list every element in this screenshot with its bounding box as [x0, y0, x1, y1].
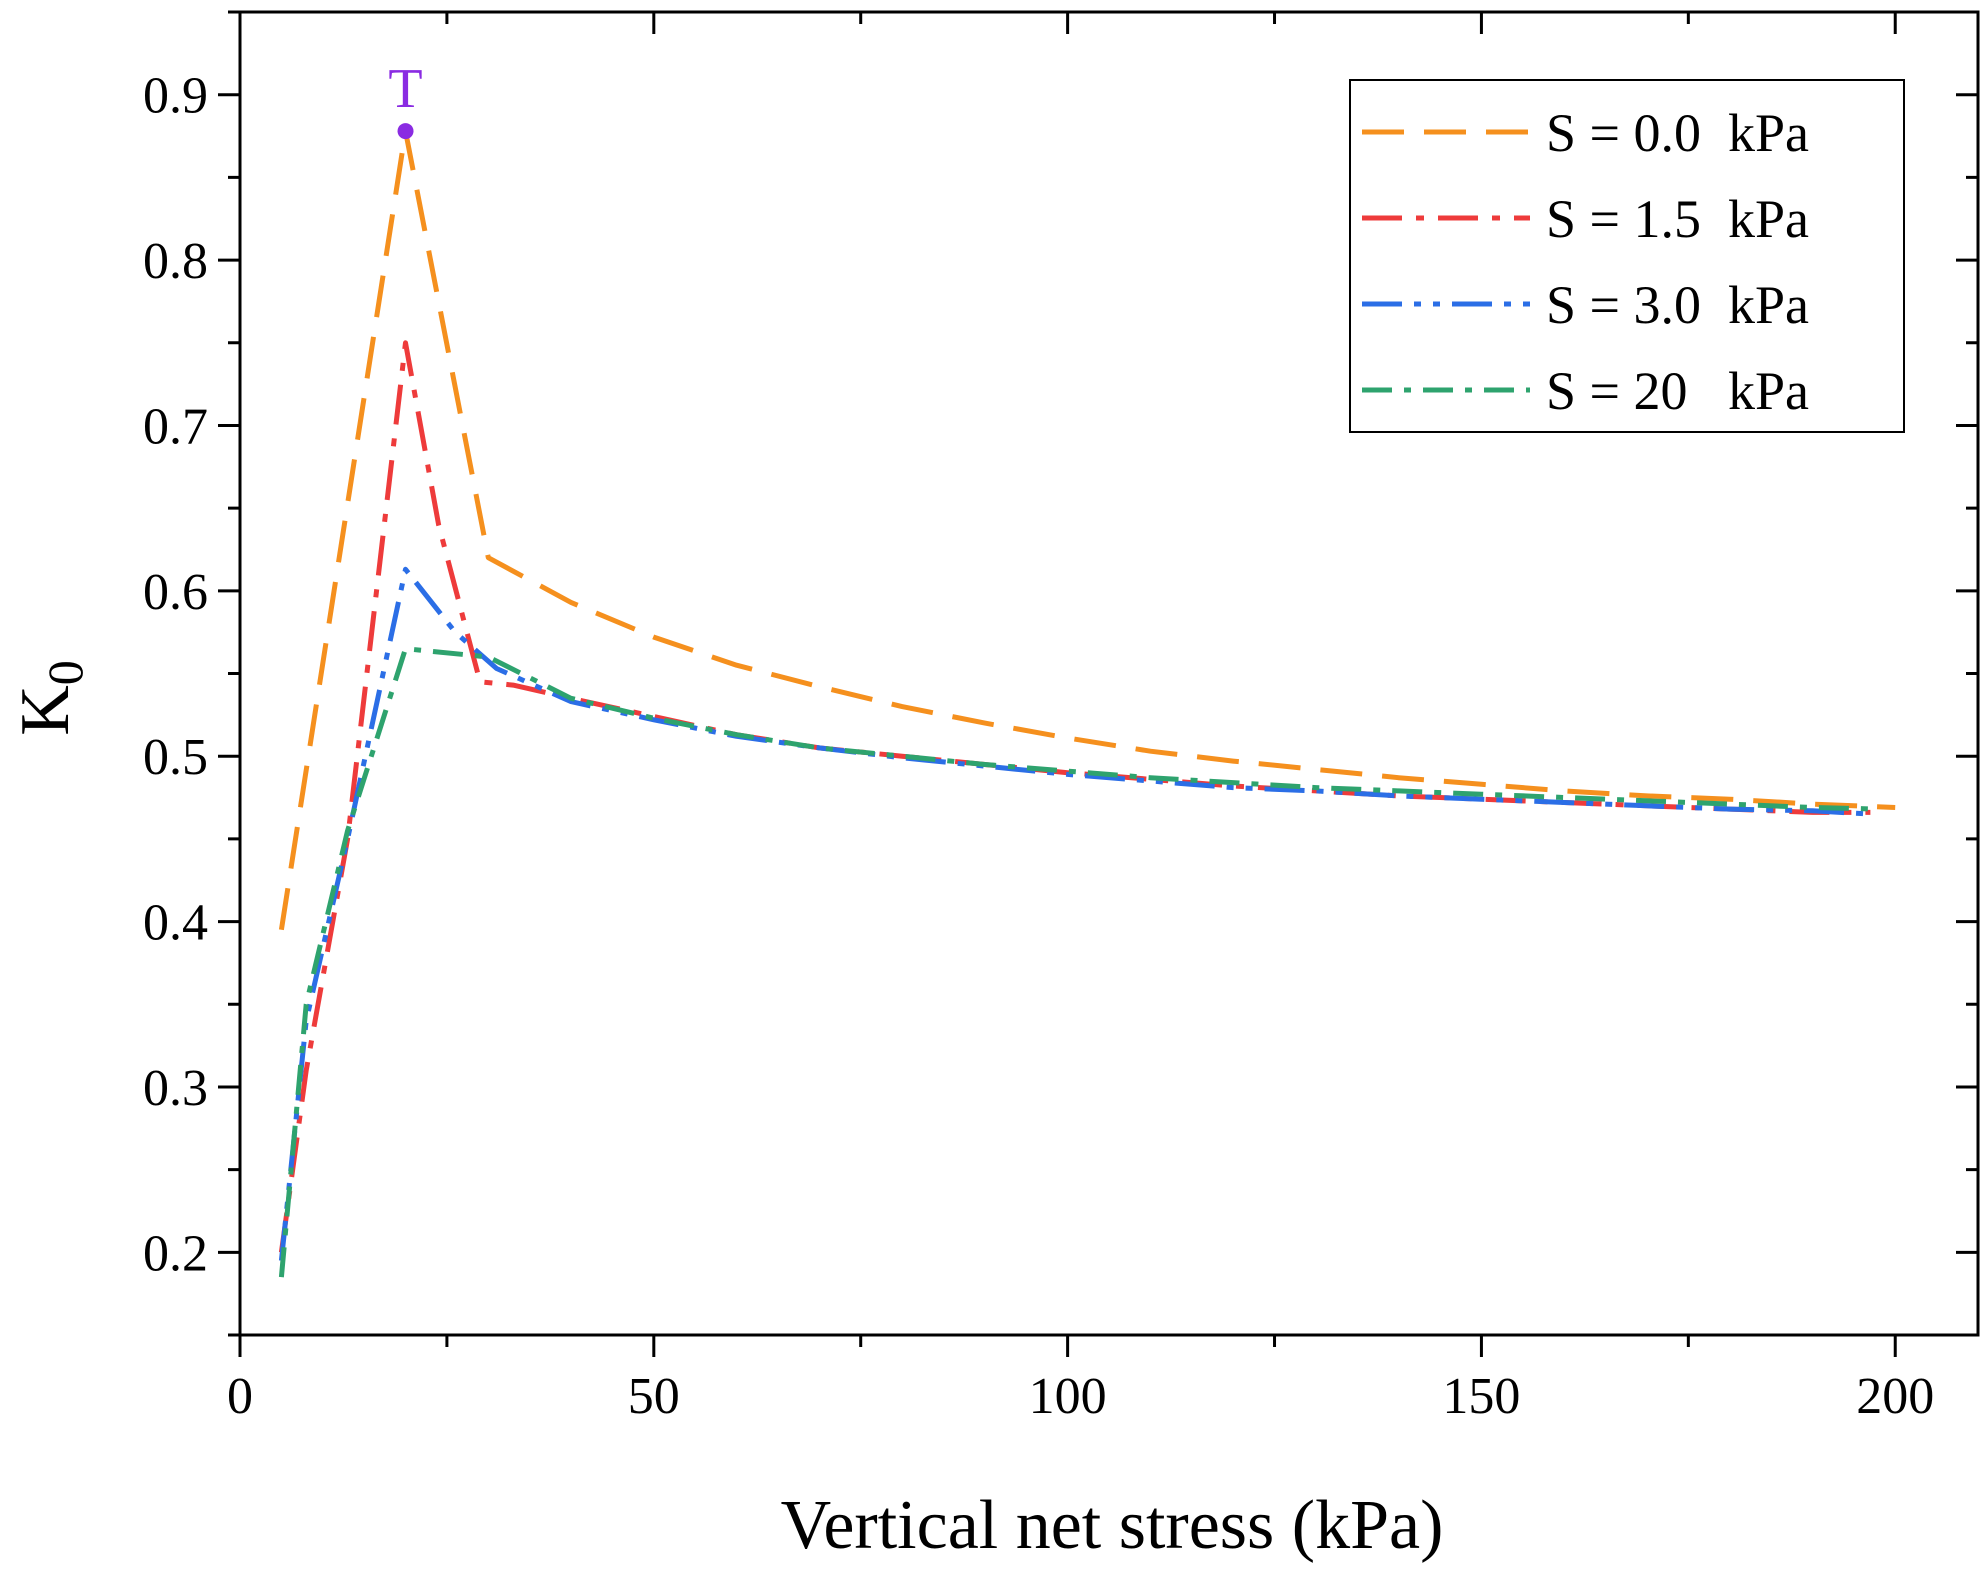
- y-axis-label: K0: [7, 660, 93, 736]
- legend-label-2: S = 1.5 kPa: [1546, 189, 1809, 249]
- y-tick-label: 0.9: [143, 68, 208, 125]
- x-tick-label: 150: [1442, 1368, 1520, 1425]
- legend-label-4: S = 20 kPa: [1546, 361, 1809, 421]
- legend-label-1: S = 0.0 kPa: [1546, 103, 1809, 163]
- series-line-3: [278, 566, 1871, 1261]
- axes: 0 50 100 150 200 0.2 0.3 0.4 0.5 0.6 0.7 0.8 0.9: [143, 10, 1980, 1425]
- series-line-4: [278, 646, 1879, 1278]
- series-line-2: [278, 340, 1871, 1253]
- series-group: [278, 128, 1896, 1278]
- x-tick-label: 200: [1856, 1368, 1934, 1425]
- x-tick-label: 100: [1029, 1368, 1107, 1425]
- legend-label-3: S = 3.0 kPa: [1546, 275, 1809, 335]
- y-tick-label: 0.4: [143, 895, 208, 952]
- annotation-label: T: [388, 58, 422, 120]
- x-axis-label: Vertical net stress (kPa): [781, 1487, 1444, 1564]
- annotation-group: T: [388, 58, 423, 140]
- y-axis-label-subscript: 0: [37, 660, 93, 685]
- legend: S = 0.0 kPa S = 1.5 kPa S = 3.0 kPa S = 20 …: [1349, 79, 1905, 433]
- y-tick-label: 0.5: [143, 729, 208, 786]
- series-line-1: [278, 128, 1896, 931]
- annotation-point: [397, 123, 414, 140]
- y-tick-label: 0.6: [143, 564, 208, 621]
- x-tick-label: 0: [227, 1368, 253, 1425]
- x-tick-label: 50: [628, 1368, 680, 1425]
- legend-items: S = 0.0 kPa S = 1.5 kPa S = 3.0 kPa S = 20 …: [1362, 103, 1809, 421]
- y-tick-label: 0.7: [143, 398, 208, 455]
- y-tick-label: 0.3: [143, 1060, 208, 1117]
- y-tick-label: 0.2: [143, 1225, 208, 1282]
- y-tick-label: 0.8: [143, 233, 208, 290]
- y-axis-label-main: K: [7, 685, 84, 736]
- legend-box: [1349, 79, 1905, 433]
